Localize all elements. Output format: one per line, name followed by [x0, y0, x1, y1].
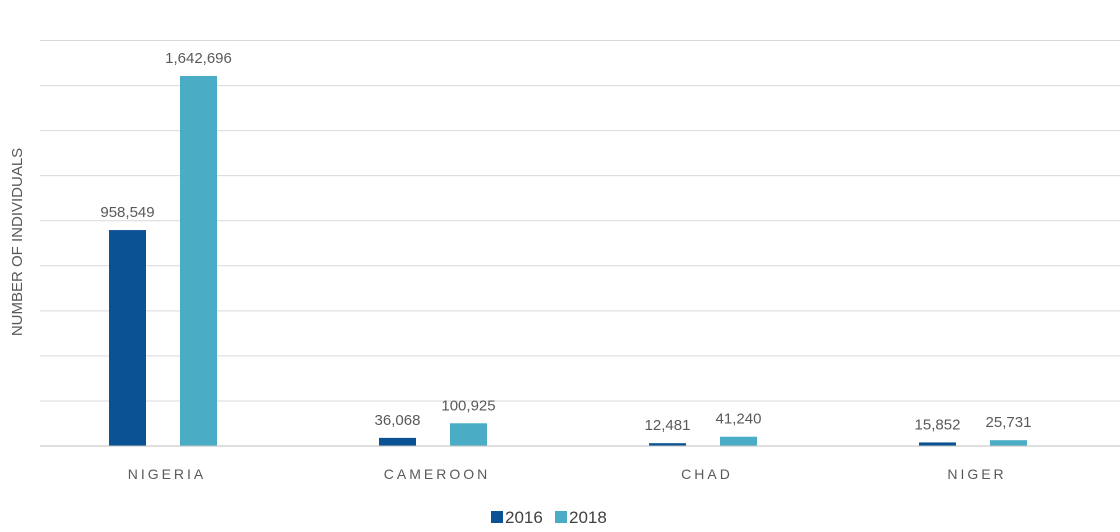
legend: 2016 2018 — [491, 508, 607, 527]
legend-swatch-2018 — [555, 511, 567, 523]
category-label-chad: CHAD — [681, 466, 733, 482]
data-label-nigeria-2016: 958,549 — [100, 204, 154, 221]
bars — [109, 75, 1027, 446]
bar-cameroon-2016 — [379, 437, 416, 446]
category-label-cameroon: CAMEROON — [384, 466, 490, 482]
data-labels: 958,549 1,642,696 36,068 100,925 12,481 41,24… — [100, 50, 1031, 434]
y-axis-label: NUMBER OF INDIVIDUALS — [9, 148, 26, 336]
category-label-niger: NIGER — [947, 466, 1006, 482]
bar-niger-2018 — [990, 440, 1027, 446]
bar-chad-2016 — [649, 443, 686, 446]
data-label-cameroon-2018: 100,925 — [441, 397, 495, 414]
bar-nigeria-2018 — [180, 75, 217, 446]
data-label-cameroon-2016: 36,068 — [375, 412, 421, 429]
bar-nigeria-2016 — [109, 230, 146, 446]
data-label-niger-2016: 15,852 — [915, 416, 961, 433]
legend-swatch-2016 — [491, 511, 503, 523]
bar-niger-2016 — [919, 442, 956, 446]
gridlines — [40, 40, 1120, 402]
category-labels: NIGERIA CAMEROON CHAD NIGER — [128, 466, 1006, 482]
legend-label-2016: 2016 — [505, 508, 543, 527]
data-label-niger-2018: 25,731 — [986, 414, 1032, 431]
data-label-chad-2016: 12,481 — [645, 417, 691, 434]
category-label-nigeria: NIGERIA — [128, 466, 207, 482]
bar-cameroon-2018 — [450, 423, 487, 446]
data-label-nigeria-2018: 1,642,696 — [165, 50, 232, 67]
bar-chad-2018 — [720, 436, 757, 446]
legend-label-2018: 2018 — [569, 508, 607, 527]
data-label-chad-2018: 41,240 — [716, 411, 762, 428]
